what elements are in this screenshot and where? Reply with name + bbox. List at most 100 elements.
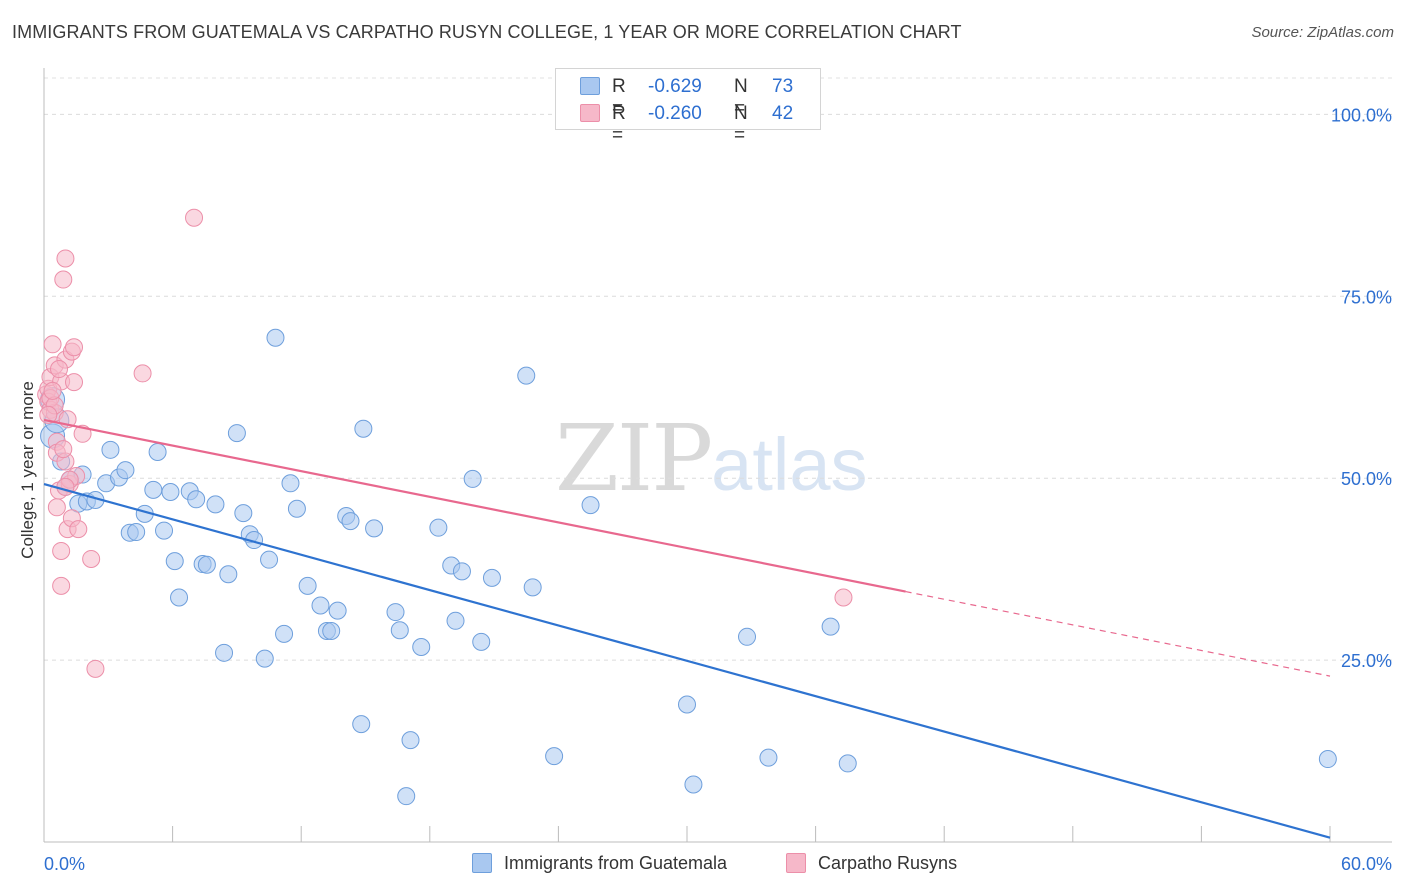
point-guatemala (523, 578, 542, 597)
point-rusyn (47, 498, 66, 517)
point-guatemala (298, 576, 317, 595)
point-guatemala (463, 469, 482, 488)
r-value: -0.629 (648, 76, 702, 97)
point-guatemala (482, 568, 501, 587)
point-guatemala (759, 748, 778, 767)
point-guatemala (260, 550, 279, 569)
point-rusyn (54, 270, 73, 289)
point-guatemala (227, 424, 246, 443)
point-guatemala (354, 419, 373, 438)
point-guatemala (197, 555, 216, 574)
point-guatemala (266, 328, 285, 347)
point-guatemala (148, 442, 167, 461)
point-guatemala (397, 787, 416, 806)
legend-swatch-rusyn (786, 853, 806, 873)
point-rusyn (133, 364, 152, 383)
y-tick-label: 75.0% (1341, 287, 1392, 307)
point-guatemala (287, 499, 306, 518)
point-rusyn (43, 381, 62, 400)
point-guatemala (365, 519, 384, 538)
r-label: R = (612, 103, 626, 146)
trend-line-guatemala (43, 482, 1331, 839)
point-guatemala (429, 518, 448, 537)
point-guatemala (275, 624, 294, 643)
n-label: N = (734, 76, 748, 119)
point-rusyn (82, 549, 101, 568)
y-tick-label: 25.0% (1341, 651, 1392, 671)
watermark-atlas: atlas (711, 423, 868, 506)
legend-label-guatemala: Immigrants from Guatemala (504, 853, 728, 873)
point-rusyn (65, 338, 84, 357)
point-rusyn (65, 373, 84, 392)
point-guatemala (386, 603, 405, 622)
point-guatemala (101, 440, 120, 459)
point-guatemala (219, 565, 238, 584)
watermark: ZIPatlas (555, 405, 867, 512)
point-rusyn (56, 477, 75, 496)
point-guatemala (255, 649, 274, 668)
point-rusyn (56, 249, 75, 268)
point-rusyn (50, 360, 69, 379)
legend-swatch-guatemala (472, 853, 492, 873)
point-guatemala (281, 474, 300, 493)
stats-swatch-rusyn (580, 104, 600, 122)
point-guatemala (352, 715, 371, 734)
watermark-zip: ZIP (555, 405, 713, 512)
point-guatemala (452, 562, 471, 581)
point-guatemala (472, 632, 491, 651)
point-guatemala (234, 504, 253, 523)
point-guatemala (341, 512, 360, 531)
point-guatemala (328, 601, 347, 620)
n-value: 42 (772, 103, 794, 124)
point-guatemala (161, 483, 180, 502)
point-rusyn (43, 335, 62, 354)
chart-title: IMMIGRANTS FROM GUATEMALA VS CARPATHO RU… (12, 22, 962, 42)
point-rusyn (834, 588, 853, 607)
point-guatemala (684, 775, 703, 794)
point-guatemala (446, 611, 465, 630)
point-guatemala (311, 596, 330, 615)
point-guatemala (322, 621, 341, 640)
trend-line-rusyn (43, 418, 906, 593)
point-guatemala (401, 731, 420, 750)
point-guatemala (581, 496, 600, 515)
point-guatemala (517, 366, 536, 385)
point-guatemala (678, 695, 696, 714)
point-guatemala (170, 588, 189, 607)
point-rusyn (86, 659, 105, 678)
point-rusyn (52, 576, 71, 595)
point-rusyn (52, 541, 71, 560)
r-label: R = (612, 76, 626, 119)
y-tick-label: 50.0% (1341, 469, 1392, 489)
y-axis-label: College, 1 year or more (18, 381, 37, 559)
point-rusyn (39, 405, 58, 424)
point-guatemala (838, 754, 857, 773)
legend-label-rusyn: Carpatho Rusyns (818, 853, 958, 873)
point-guatemala (821, 617, 840, 636)
point-rusyn (69, 520, 88, 539)
n-value: 73 (772, 76, 794, 97)
n-label: N = (734, 103, 748, 146)
point-guatemala (545, 747, 564, 766)
source-credit: Source: ZipAtlas.com (1251, 24, 1394, 41)
point-guatemala (127, 523, 146, 542)
point-rusyn (54, 440, 73, 459)
point-guatemala (206, 495, 225, 514)
point-rusyn (185, 208, 204, 227)
point-guatemala (165, 552, 184, 571)
x-tick-label: 0.0% (44, 854, 85, 874)
point-guatemala (187, 490, 206, 509)
point-guatemala (116, 461, 135, 480)
trend-line-dashed-rusyn (905, 590, 1331, 677)
point-guatemala (412, 637, 431, 656)
point-guatemala (390, 621, 409, 640)
stats-swatch-guatemala (580, 77, 600, 95)
r-value: -0.260 (648, 103, 702, 124)
point-guatemala (155, 521, 174, 540)
x-tick-label: 60.0% (1341, 854, 1392, 874)
point-guatemala (215, 643, 234, 662)
y-tick-label: 100.0% (1331, 105, 1392, 125)
point-guatemala (738, 627, 757, 646)
stats-box: R = -0.629 N = 73 R = -0.260 N = 42 (555, 68, 821, 146)
